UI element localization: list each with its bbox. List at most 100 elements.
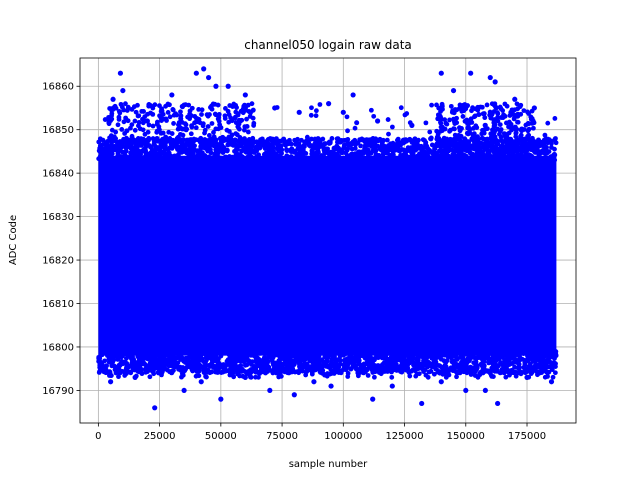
data-point [528,371,534,376]
data-point [161,366,167,371]
data-point [525,121,531,126]
data-point [438,138,444,144]
outlier-point [108,379,114,385]
data-point [144,349,150,355]
data-point [506,139,512,144]
data-point [201,370,207,375]
data-point [157,138,163,144]
data-point [412,363,418,368]
data-point [439,368,445,374]
data-point [108,373,114,378]
y-tick-label: 16860 [42,82,74,93]
data-point [159,118,164,124]
data-point [317,360,322,366]
data-point [306,140,312,146]
data-point [279,147,285,153]
data-point [277,360,283,366]
data-point [371,113,377,119]
data-point [432,152,438,158]
data-point [460,146,466,152]
data-point [384,150,390,156]
data-point [552,151,557,157]
data-point [263,370,268,376]
data-point [186,102,192,108]
data-point [515,365,521,371]
data-point [525,134,530,139]
data-point [458,366,464,372]
data-point [553,349,559,354]
data-point [140,136,146,142]
data-point [365,373,371,378]
data-point [529,354,535,360]
data-point [333,361,339,366]
data-point [341,364,347,370]
data-point [109,147,115,153]
data-point [352,153,357,159]
data-point [401,147,407,153]
data-point [309,371,315,377]
y-axis-label: ADC Code [8,215,19,265]
data-point [543,352,549,358]
data-point [439,103,445,109]
data-point [494,354,500,360]
x-tick-label: 125000 [385,431,423,442]
data-point [206,132,212,138]
data-point [435,131,441,137]
data-point [525,358,531,364]
data-point [123,148,129,154]
data-point [476,112,482,118]
data-point [434,141,439,147]
data-point [436,148,442,154]
data-point [535,372,540,378]
data-point [195,357,201,363]
data-point [96,354,102,360]
data-point [355,373,361,379]
data-point [179,156,185,162]
data-point [539,370,545,375]
data-point [117,370,123,376]
data-point [475,134,480,140]
data-point [512,157,518,163]
data-point [552,370,558,376]
data-point [320,136,326,142]
data-point [518,371,524,377]
x-tick-label: 175000 [508,431,546,442]
data-point [394,144,400,150]
data-point [390,151,396,157]
data-point [313,113,319,119]
data-point [152,102,158,108]
data-point [218,125,224,131]
data-point [116,140,122,145]
data-point [105,146,111,151]
data-point [352,157,358,163]
data-point [366,151,372,157]
data-point [262,156,268,162]
data-point [197,120,203,126]
data-point [198,143,204,149]
data-point [421,369,427,374]
data-point [292,350,298,356]
data-point [470,134,476,140]
data-point [337,361,343,367]
data-point [408,354,414,360]
outlier-point [487,74,493,81]
data-point [361,367,367,373]
data-point [108,143,114,148]
data-point [523,145,529,150]
data-point [368,107,374,113]
data-point [285,154,291,160]
data-point [293,355,299,361]
data-point [377,136,383,142]
data-point [221,138,227,143]
data-point [344,114,350,120]
data-point [486,360,492,366]
data-point [251,139,257,145]
data-point [379,147,385,153]
data-points [96,66,559,411]
data-point [152,351,158,356]
data-point [146,135,152,141]
data-point [116,108,122,114]
data-point [251,364,257,369]
data-point [251,350,257,356]
outlier-point [438,70,444,76]
